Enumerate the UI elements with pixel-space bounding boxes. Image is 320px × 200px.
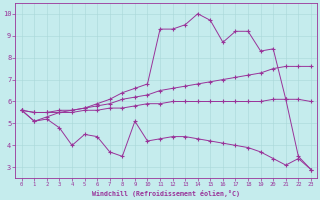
X-axis label: Windchill (Refroidissement éolien,°C): Windchill (Refroidissement éolien,°C) (92, 190, 240, 197)
